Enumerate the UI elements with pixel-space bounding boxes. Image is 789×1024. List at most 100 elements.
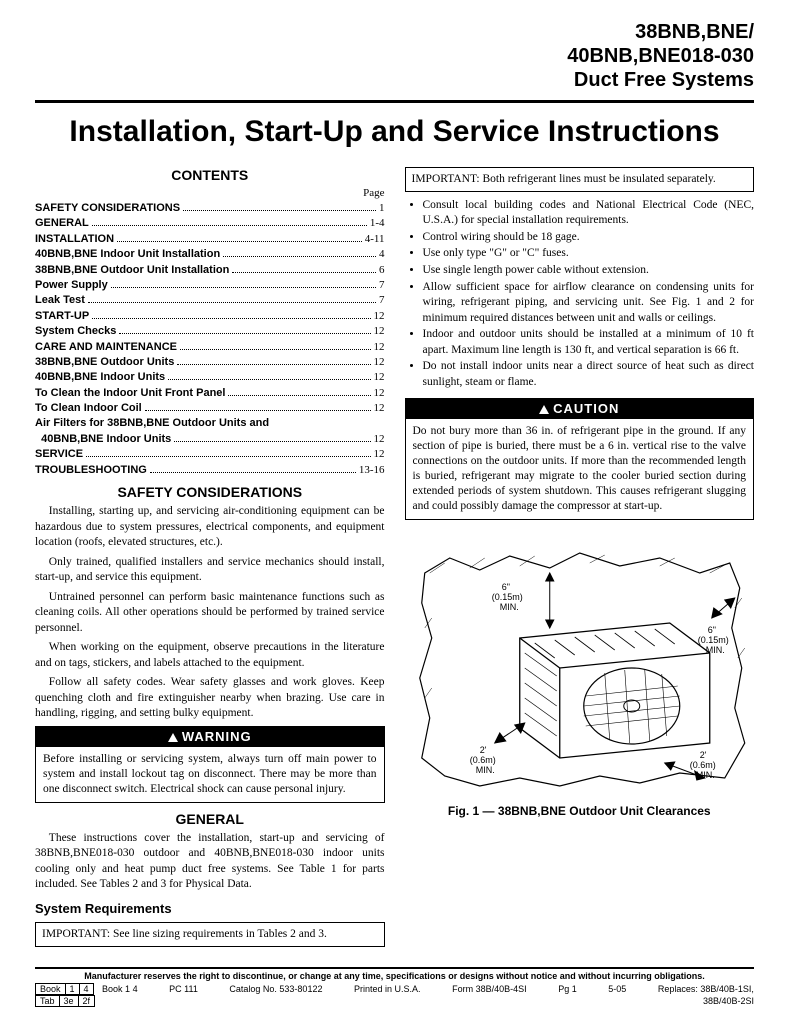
toc-label: 40BNB,BNE Indoor Unit Installation	[35, 247, 220, 262]
svg-text:2': 2'	[699, 750, 706, 760]
svg-text:(0.6m): (0.6m)	[469, 755, 495, 765]
toc-label: 40BNB,BNE Indoor Units	[35, 432, 171, 447]
toc-label: Power Supply	[35, 278, 108, 293]
contents-heading: CONTENTS	[35, 167, 385, 183]
footer-cell: Form 38B/40B-4SI	[452, 984, 527, 994]
sysreq-heading: System Requirements	[35, 901, 385, 916]
svg-text:MIN.: MIN.	[705, 645, 724, 655]
toc-row: TROUBLESHOOTING13-16	[35, 463, 385, 478]
toc-dots	[86, 456, 370, 457]
list-item: Do not install indoor units near a direc…	[423, 359, 755, 390]
toc-dots	[145, 410, 371, 411]
toc-page: 4-11	[365, 232, 385, 247]
footer-tab-cell: Tab	[35, 995, 60, 1007]
toc-dots	[117, 241, 362, 242]
toc-row: CARE AND MAINTENANCE12	[35, 340, 385, 355]
list-item: Indoor and outdoor units should be insta…	[423, 327, 755, 358]
toc-page: 12	[374, 309, 385, 324]
page-label: Page	[35, 187, 385, 199]
footer-replaces-2: 38B/40B-2SI	[703, 996, 754, 1006]
footer-tab-cell: 4	[79, 983, 94, 995]
toc-row: To Clean the Indoor Unit Front Panel12	[35, 386, 385, 401]
list-item: Consult local building codes and Nationa…	[423, 198, 755, 229]
page-title: Installation, Start-Up and Service Instr…	[35, 115, 754, 149]
safety-para: Only trained, qualified installers and s…	[35, 555, 385, 586]
svg-text:MIN.: MIN.	[499, 602, 518, 612]
toc-label: SAFETY CONSIDERATIONS	[35, 201, 180, 216]
table-of-contents: SAFETY CONSIDERATIONS1GENERAL1-4INSTALLA…	[35, 201, 385, 478]
svg-text:6": 6"	[501, 582, 509, 592]
toc-page: 12	[374, 447, 385, 462]
footer-block: Book14 Tab3e2f Book 1 4PC 111Catalog No.…	[35, 983, 754, 1007]
toc-row: GENERAL 1-4	[35, 216, 385, 231]
footer-tab-cell: 2f	[78, 995, 96, 1007]
footer-tab-cell: Book	[35, 983, 66, 995]
toc-row: Leak Test 7	[35, 293, 385, 308]
toc-page: 7	[379, 293, 385, 308]
clearance-diagram: 6" (0.15m) MIN. 6" (0.15m) MIN. 2' (0.6m…	[405, 528, 755, 798]
toc-page: 12	[374, 340, 385, 355]
toc-page: 7	[379, 278, 385, 293]
toc-dots	[119, 333, 370, 334]
caution-body: Do not bury more than 36 in. of refriger…	[405, 419, 755, 520]
footer-disclaimer: Manufacturer reserves the right to disco…	[35, 969, 754, 983]
toc-page: 12	[374, 355, 385, 370]
footer-cell: Pg 1	[558, 984, 577, 994]
footer-row-2: 38B/40B-2SI	[102, 995, 754, 1007]
toc-dots	[183, 210, 376, 211]
toc-row: INSTALLATION 4-11	[35, 232, 385, 247]
footer-cell: PC 111	[169, 984, 198, 994]
doc-header: 38BNB,BNE/ 40BNB,BNE018-030 Duct Free Sy…	[35, 20, 754, 92]
toc-label: System Checks	[35, 324, 116, 339]
toc-dots	[228, 395, 370, 396]
safety-para: Installing, starting up, and servicing a…	[35, 504, 385, 551]
safety-paragraphs: Installing, starting up, and servicing a…	[35, 504, 385, 722]
toc-row: 40BNB,BNE Indoor Units 12	[35, 432, 385, 447]
toc-page: 6	[379, 263, 385, 278]
toc-page: 12	[374, 370, 385, 385]
toc-dots	[177, 364, 370, 365]
important-box: IMPORTANT: Both refrigerant lines must b…	[405, 167, 755, 192]
list-item: Allow sufficient space for airflow clear…	[423, 280, 755, 327]
toc-label: Air Filters for 38BNB,BNE Outdoor Units …	[35, 416, 269, 431]
figure-caption: Fig. 1 — 38BNB,BNE Outdoor Unit Clearanc…	[405, 804, 755, 818]
toc-row: System Checks12	[35, 324, 385, 339]
toc-row: START-UP12	[35, 309, 385, 324]
toc-row: Air Filters for 38BNB,BNE Outdoor Units …	[35, 416, 385, 431]
toc-dots	[88, 302, 376, 303]
svg-text:(0.15m): (0.15m)	[491, 592, 522, 602]
svg-text:(0.15m): (0.15m)	[697, 635, 728, 645]
header-rule	[35, 100, 754, 103]
toc-dots	[111, 287, 376, 288]
toc-label: TROUBLESHOOTING	[35, 463, 147, 478]
footer-cell: Book 1 4	[102, 984, 138, 994]
toc-label: Leak Test	[35, 293, 85, 308]
footer-row: Book 1 4PC 111Catalog No. 533-80122Print…	[102, 983, 754, 995]
list-item: Use only type "G" or "C" fuses.	[423, 246, 755, 262]
toc-label: INSTALLATION	[35, 232, 114, 247]
toc-label: 38BNB,BNE Outdoor Unit Installation	[35, 263, 229, 278]
caution-header: CAUTION	[405, 398, 755, 419]
toc-row: 38BNB,BNE Outdoor Units 12	[35, 355, 385, 370]
toc-page: 12	[374, 401, 385, 416]
toc-page: 1-4	[370, 216, 385, 231]
toc-dots	[150, 472, 356, 473]
toc-dots	[92, 225, 367, 226]
toc-label: 38BNB,BNE Outdoor Units	[35, 355, 174, 370]
general-paragraph: These instructions cover the installatio…	[35, 831, 385, 893]
requirements-list: Consult local building codes and Nationa…	[405, 198, 755, 390]
warning-label: WARNING	[182, 729, 252, 744]
toc-page: 12	[374, 432, 385, 447]
svg-text:MIN.: MIN.	[475, 765, 494, 775]
toc-page: 4	[379, 247, 385, 262]
safety-para: When working on the equipment, observe p…	[35, 640, 385, 671]
general-heading: GENERAL	[35, 811, 385, 827]
warning-body: Before installing or servicing system, a…	[35, 747, 385, 803]
right-column: IMPORTANT: Both refrigerant lines must b…	[405, 161, 755, 953]
header-line-1: 38BNB,BNE/	[35, 20, 754, 44]
toc-row: 40BNB,BNE Indoor Units12	[35, 370, 385, 385]
header-line-3: Duct Free Systems	[35, 68, 754, 92]
figure-1: 6" (0.15m) MIN. 6" (0.15m) MIN. 2' (0.6m…	[405, 528, 755, 798]
toc-label: GENERAL	[35, 216, 89, 231]
footer-cell: Catalog No. 533-80122	[229, 984, 322, 994]
